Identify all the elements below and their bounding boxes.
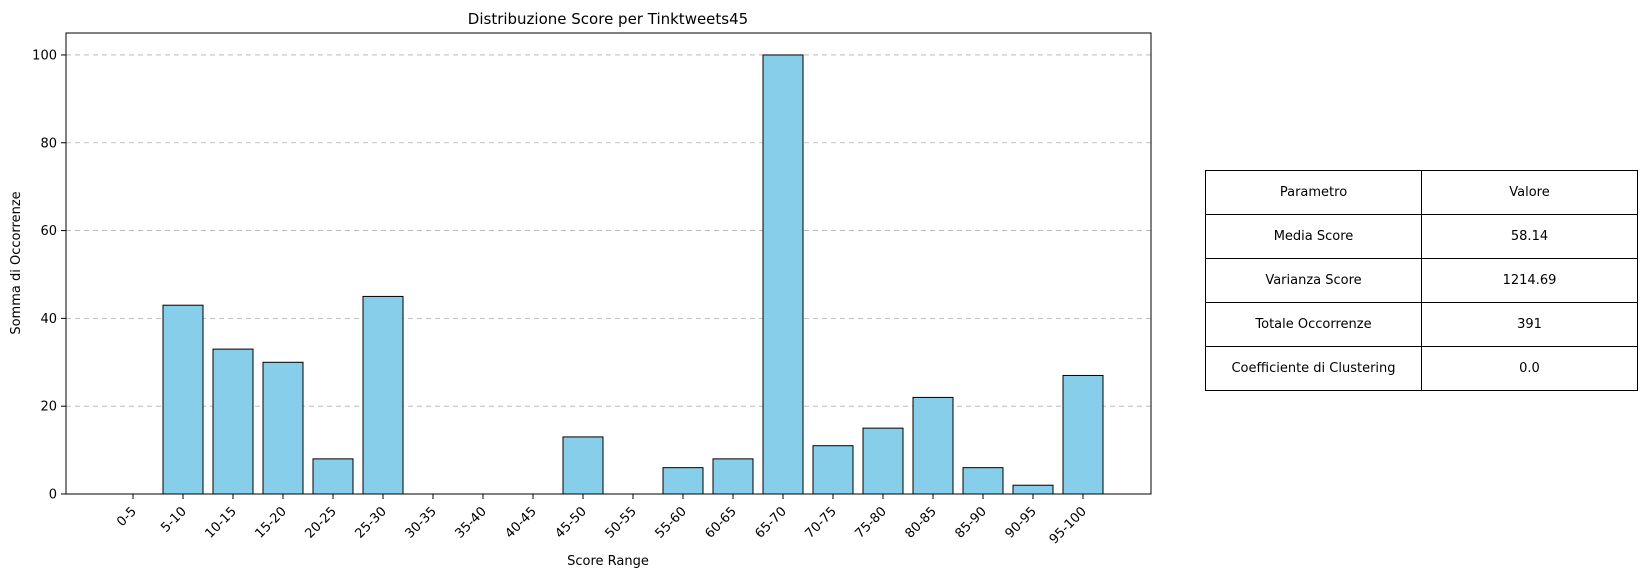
x-tick-label: 70-75 [803, 504, 840, 541]
x-tick-label: 40-45 [503, 504, 540, 541]
table-row: Media Score 58.14 [1205, 214, 1638, 259]
y-axis-label: Somma di Occorrenze [9, 191, 24, 334]
y-tick-label: 20 [40, 400, 57, 415]
table-row: Varianza Score 1214.69 [1205, 258, 1638, 303]
x-tick-label: 35-40 [453, 504, 490, 541]
y-tick-label: 100 [32, 48, 57, 63]
bars [162, 54, 1104, 495]
x-axis-ticks: 0-5 5-10 10-15 15-20 20-25 25-30 30-35 35-40 40-… [114, 494, 1090, 547]
x-tick-label: 45-50 [553, 504, 590, 541]
x-tick-label: 30-35 [403, 504, 440, 541]
bar [662, 467, 704, 495]
stats-table: Parametro Valore Media Score 58.14 Varia… [1205, 170, 1638, 391]
bar [812, 445, 854, 495]
x-tick-label: 65-70 [753, 504, 790, 541]
table-row: Coefficiente di Clustering 0.0 [1205, 346, 1638, 391]
y-tick-label: 80 [40, 136, 57, 151]
table-cell-value: 1214.69 [1421, 258, 1638, 303]
x-tick-label: 5-10 [158, 504, 189, 535]
x-tick-label: 75-80 [853, 504, 890, 541]
x-tick-label: 85-90 [953, 504, 990, 541]
table-cell-param: Totale Occorrenze [1205, 302, 1422, 347]
bar [1062, 374, 1104, 495]
bar [962, 467, 1004, 495]
bar [1012, 484, 1054, 495]
table-cell-param: Varianza Score [1205, 258, 1422, 303]
table-cell-param: Media Score [1205, 214, 1422, 259]
y-tick-label: 40 [40, 312, 57, 327]
bar [862, 427, 904, 495]
table-header-row: Parametro Valore [1205, 170, 1638, 215]
table-cell-param: Coefficiente di Clustering [1205, 346, 1422, 391]
x-tick-label: 0-5 [114, 504, 140, 530]
x-tick-label: 60-65 [703, 504, 740, 541]
y-tick-label: 60 [40, 224, 57, 239]
bar [262, 361, 304, 495]
chart-title: Distribuzione Score per Tinktweets45 [468, 10, 748, 28]
bar [712, 458, 754, 495]
table-cell-value: 391 [1421, 302, 1638, 347]
x-tick-label: 25-30 [353, 504, 390, 541]
table-cell-value: 0.0 [1421, 346, 1638, 391]
bar [212, 348, 254, 495]
bar [562, 436, 604, 495]
bar [912, 396, 954, 495]
bar [762, 54, 804, 495]
bar [162, 304, 204, 495]
y-axis-ticks: 0 20 40 60 80 100 [32, 48, 66, 503]
x-tick-label: 10-15 [203, 504, 240, 541]
x-tick-label: 20-25 [303, 504, 340, 541]
bar [362, 295, 404, 495]
bar-chart: 0-5 5-10 10-15 15-20 20-25 25-30 30-35 35-40 40-… [9, 10, 1152, 569]
x-tick-label: 90-95 [1003, 504, 1040, 541]
x-tick-label: 50-55 [603, 504, 640, 541]
bar [312, 458, 354, 495]
x-tick-label: 15-20 [253, 504, 290, 541]
x-tick-label: 55-60 [653, 504, 690, 541]
x-axis-label: Score Range [567, 554, 649, 569]
table-header-cell: Valore [1421, 170, 1638, 215]
table-header-cell: Parametro [1205, 170, 1422, 215]
x-tick-label: 95-100 [1047, 504, 1090, 547]
table-row: Totale Occorrenze 391 [1205, 302, 1638, 347]
x-tick-label: 80-85 [903, 504, 940, 541]
table-cell-value: 58.14 [1421, 214, 1638, 259]
y-tick-label: 0 [49, 488, 57, 503]
plot-frame [65, 32, 1152, 495]
